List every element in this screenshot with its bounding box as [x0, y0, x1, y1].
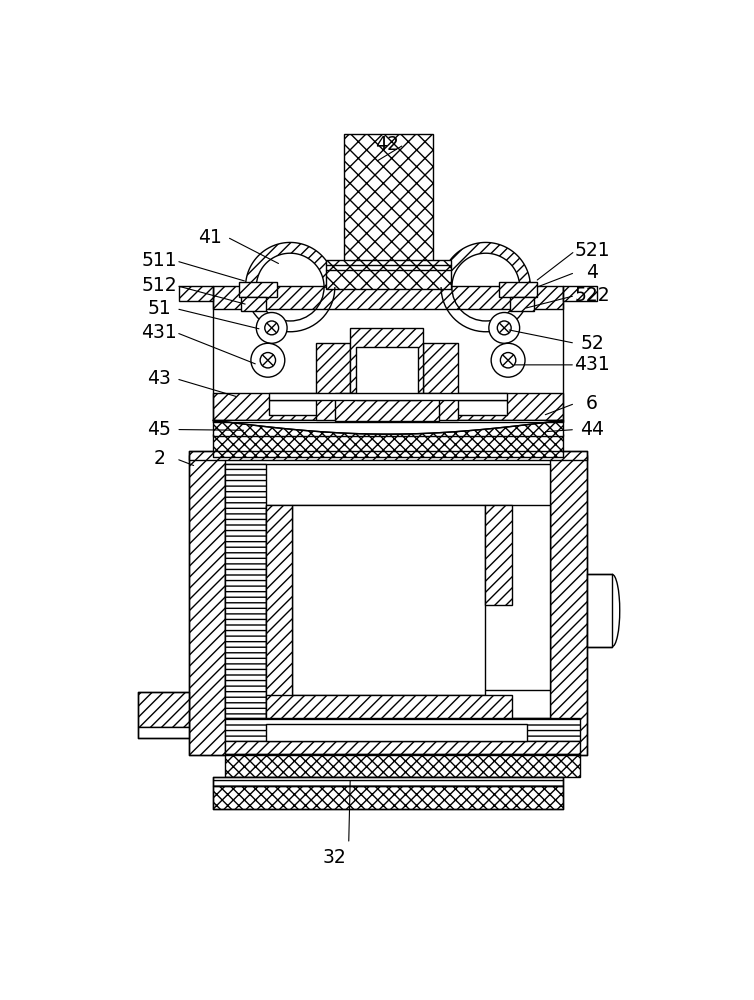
Circle shape — [260, 353, 275, 368]
Bar — [326, 260, 451, 289]
Bar — [225, 718, 580, 741]
Bar — [265, 695, 512, 718]
Text: 43: 43 — [147, 369, 171, 388]
Bar — [225, 464, 265, 718]
Polygon shape — [441, 242, 530, 287]
Bar — [213, 434, 562, 457]
Bar — [265, 505, 293, 718]
Text: 431: 431 — [142, 323, 177, 342]
Circle shape — [265, 321, 279, 335]
Text: 51: 51 — [147, 299, 171, 318]
Text: 41: 41 — [198, 228, 222, 247]
Bar — [225, 464, 550, 718]
Bar — [499, 282, 538, 297]
Bar — [225, 754, 580, 777]
Bar — [188, 451, 587, 460]
Text: 52: 52 — [580, 334, 604, 353]
Text: 45: 45 — [147, 420, 171, 439]
Polygon shape — [213, 420, 562, 434]
Bar — [238, 282, 277, 297]
Bar — [269, 400, 507, 415]
Bar — [241, 297, 265, 311]
Bar — [357, 347, 418, 400]
Bar — [213, 286, 562, 309]
Text: 431: 431 — [574, 355, 610, 374]
Bar — [225, 741, 580, 754]
Bar — [424, 343, 458, 420]
Bar — [139, 727, 188, 738]
Bar — [265, 505, 550, 690]
Text: 522: 522 — [575, 286, 610, 305]
Circle shape — [498, 321, 511, 335]
Bar — [139, 692, 188, 727]
Circle shape — [251, 343, 285, 377]
Bar — [550, 455, 587, 755]
Bar — [335, 393, 439, 421]
Bar — [179, 286, 213, 301]
Text: 42: 42 — [375, 135, 399, 154]
Bar — [344, 134, 433, 265]
Text: 4: 4 — [586, 263, 598, 282]
Text: 2: 2 — [153, 449, 165, 468]
Bar — [265, 724, 527, 741]
Bar — [293, 505, 485, 695]
Circle shape — [491, 343, 525, 377]
Text: 6: 6 — [586, 394, 598, 413]
Text: 521: 521 — [575, 241, 610, 260]
Text: 32: 32 — [323, 848, 347, 867]
Bar — [213, 393, 562, 421]
Bar — [587, 574, 612, 647]
Bar — [213, 420, 562, 436]
Bar — [510, 297, 535, 311]
Bar — [562, 286, 596, 301]
Text: 512: 512 — [142, 276, 177, 295]
Bar — [188, 455, 225, 755]
Polygon shape — [246, 242, 335, 287]
Bar — [213, 786, 562, 809]
Bar — [351, 328, 424, 420]
Text: 44: 44 — [580, 420, 604, 439]
Circle shape — [489, 312, 520, 343]
Circle shape — [256, 312, 287, 343]
Circle shape — [501, 353, 516, 368]
Bar — [485, 505, 512, 605]
Bar — [213, 777, 562, 786]
Bar — [316, 343, 351, 420]
Bar — [269, 393, 507, 400]
Text: 511: 511 — [142, 251, 177, 270]
